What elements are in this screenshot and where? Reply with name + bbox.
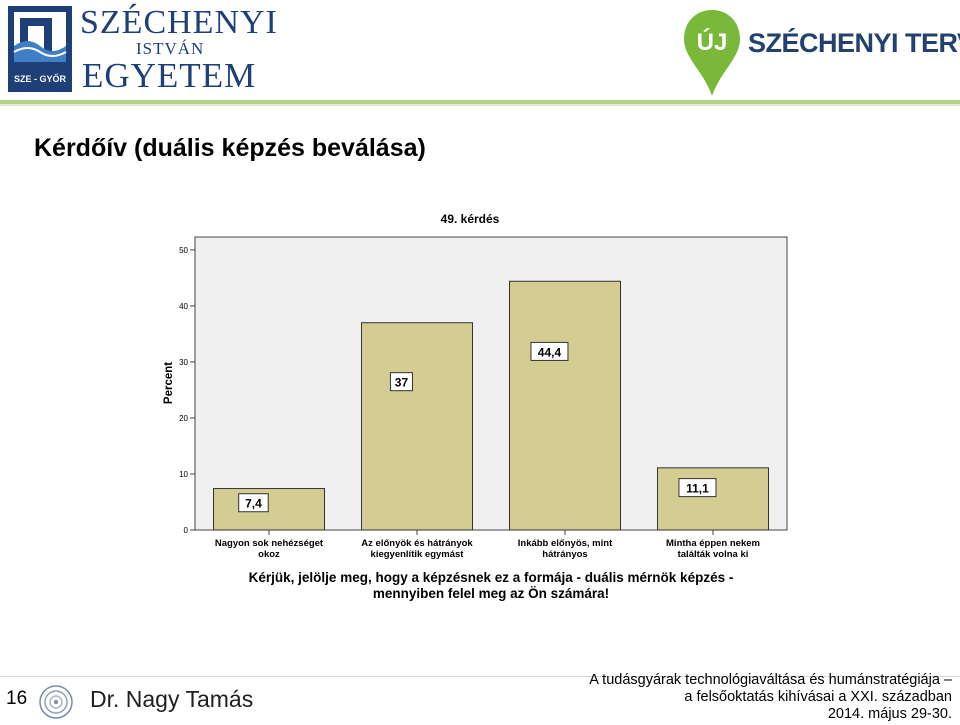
- author-name: Dr. Nagy Tamás: [90, 686, 254, 712]
- bar: [509, 280, 621, 531]
- bar: [657, 467, 769, 531]
- x-tick-label: találták volna ki: [678, 549, 749, 560]
- value-label-box: [389, 372, 413, 392]
- y-tick-label: 40: [179, 302, 188, 311]
- bar-chart: 49. kérdés Percent 0 10 20 30 40 50 7,4 37 44,4…: [163, 212, 788, 601]
- y-tick-label: 10: [179, 470, 188, 479]
- chart-title: 49. kérdés: [441, 212, 500, 226]
- footer-divider: [0, 676, 960, 677]
- university-name-line2: ISTVÁN: [136, 39, 205, 58]
- university-badge-text: SZE - GYŐR: [14, 73, 67, 84]
- x-tick-label: okoz: [258, 549, 280, 560]
- value-label-box: [678, 478, 717, 498]
- header-divider: [0, 100, 960, 104]
- conference-info: A tudásgyárak technológiaváltása és humá…: [589, 672, 952, 723]
- value-label: 37: [395, 376, 409, 390]
- value-label: 7,4: [245, 497, 262, 511]
- university-logo-icon: SZE - GYŐR: [8, 6, 72, 92]
- value-label-box: [530, 341, 569, 361]
- value-label: 44,4: [538, 345, 562, 359]
- x-axis-label-line2: mennyiben felel meg az Ön számára!: [373, 586, 609, 601]
- bar: [361, 322, 473, 531]
- conference-title-line2: a felsőoktatás kihívásai a XXI. századba…: [684, 689, 952, 705]
- spiral-logo-icon: [36, 682, 76, 722]
- y-tick-label: 30: [179, 358, 188, 367]
- program-badge-text: ÚJ: [697, 28, 728, 56]
- x-tick-label: Az előnyök és hátrányok: [361, 538, 473, 549]
- x-tick-label: kiegyenlítik egymást: [371, 549, 465, 560]
- conference-title-line1: A tudásgyárak technológiaváltása és humá…: [589, 672, 952, 688]
- y-tick-label: 0: [184, 526, 189, 535]
- page-number: 16: [6, 688, 28, 709]
- x-tick-label: Mintha éppen nekem: [666, 538, 760, 549]
- value-label-box: [238, 493, 269, 513]
- slide-title: Kérdőív (duális képzés beválása): [34, 134, 426, 162]
- x-tick-label: hátrányos: [542, 549, 587, 560]
- x-tick-label: Nagyon sok nehézséget: [215, 538, 324, 549]
- conference-date: 2014. május 29-30.: [827, 706, 952, 722]
- university-name-line1: SZÉCHENYI: [80, 4, 278, 41]
- y-tick-label: 50: [179, 246, 188, 255]
- y-axis-label: Percent: [163, 362, 175, 404]
- y-tick-label: 20: [179, 414, 188, 423]
- header-divider-light: [0, 104, 960, 106]
- university-name-line3: EGYETEM: [82, 56, 257, 95]
- x-tick-label: Inkább előnyös, mint: [518, 538, 613, 549]
- szechenyi-terv-pin-icon: ÚJ: [684, 10, 740, 96]
- x-axis-label-line1: Kérjük, jelölje meg, hogy a képzésnek ez…: [249, 570, 734, 585]
- value-label: 11,1: [686, 482, 709, 496]
- szechenyi-terv-name: SZÉCHENYI TERV: [748, 28, 960, 58]
- bar: [213, 488, 325, 531]
